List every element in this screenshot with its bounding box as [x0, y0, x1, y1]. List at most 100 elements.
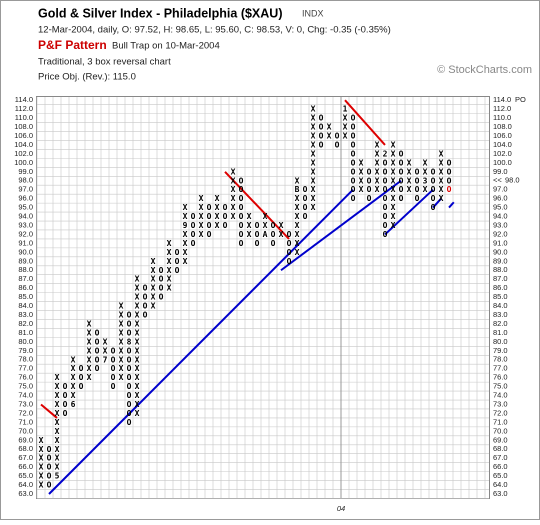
- box: X: [375, 185, 380, 194]
- title: Gold & Silver Index - Philadelphia ($XAU…: [38, 6, 283, 20]
- box: O: [431, 185, 436, 194]
- box: O: [95, 346, 100, 355]
- box: O: [127, 319, 132, 328]
- y-tick-label-right: 64.0: [493, 480, 508, 489]
- box: O: [287, 230, 292, 239]
- y-tick-label-left: 76.0: [18, 373, 33, 382]
- y-tick-label-right: 89.0: [493, 256, 508, 265]
- box: X: [55, 400, 60, 409]
- box: O: [383, 221, 388, 230]
- box: X: [423, 185, 428, 194]
- box: X: [55, 427, 60, 436]
- y-tick-label-left: 106.0: [14, 131, 33, 140]
- y-tick-label-right: 86.0: [493, 283, 508, 292]
- box: O: [127, 311, 132, 320]
- box: O: [175, 257, 180, 266]
- month-marker: 8: [127, 337, 132, 346]
- box: O: [111, 355, 116, 364]
- box: O: [383, 212, 388, 221]
- y-tick-label-left: 95.0: [18, 203, 33, 212]
- box: X: [311, 167, 316, 176]
- box: X: [39, 454, 44, 463]
- box: X: [103, 337, 108, 346]
- y-tick-label-right: 71.0: [493, 417, 508, 426]
- box: O: [127, 373, 132, 382]
- box: X: [311, 194, 316, 203]
- box: X: [311, 140, 316, 149]
- trendline: [448, 201, 455, 209]
- box: X: [311, 105, 316, 114]
- box: X: [39, 481, 44, 490]
- y-tick-label-right: 69.0: [493, 435, 508, 444]
- box: O: [239, 185, 244, 194]
- box: X: [231, 212, 236, 221]
- box: O: [239, 176, 244, 185]
- box: X: [71, 391, 76, 400]
- box: O: [447, 176, 452, 185]
- y-tick-label-left: 75.0: [18, 382, 33, 391]
- box: X: [39, 445, 44, 454]
- box: O: [287, 257, 292, 266]
- box: X: [215, 212, 220, 221]
- box: O: [287, 248, 292, 257]
- box: O: [47, 454, 52, 463]
- box: X: [55, 382, 60, 391]
- trendline: [280, 179, 402, 272]
- box: X: [87, 355, 92, 364]
- box: O: [319, 114, 324, 123]
- box: X: [295, 221, 300, 230]
- box: O: [447, 158, 452, 167]
- y-tick-label-right: 95.0: [493, 203, 508, 212]
- box: O: [271, 239, 276, 248]
- box: X: [167, 248, 172, 257]
- y-tick-label-right: 68.0: [493, 444, 508, 453]
- box: X: [151, 266, 156, 275]
- box: X: [279, 230, 284, 239]
- box: X: [311, 203, 316, 212]
- box: X: [295, 230, 300, 239]
- box: X: [119, 328, 124, 337]
- y-tick-label-right: 94.0: [493, 212, 508, 221]
- y-tick-label-right: 77.0: [493, 364, 508, 373]
- box: X: [135, 319, 140, 328]
- box: X: [119, 346, 124, 355]
- box: O: [223, 212, 228, 221]
- box: X: [231, 167, 236, 176]
- box: X: [199, 221, 204, 230]
- y-tick-label-right: 92.0: [493, 229, 508, 238]
- y-tick-label-right: 79.0: [493, 346, 508, 355]
- box: X: [71, 364, 76, 373]
- box: O: [175, 248, 180, 257]
- box: O: [399, 149, 404, 158]
- y-tick-label-right: 72.0: [493, 408, 508, 417]
- y-tick-label-left: 70.0: [18, 426, 33, 435]
- box: O: [303, 203, 308, 212]
- box: O: [383, 203, 388, 212]
- y-tick-label-left: 114.0: [15, 95, 33, 104]
- box: X: [439, 167, 444, 176]
- box: O: [399, 167, 404, 176]
- box: O: [127, 382, 132, 391]
- y-tick-label-left: 69.0: [18, 435, 33, 444]
- y-tick-label-right: 63.0: [493, 489, 508, 498]
- box: O: [351, 149, 356, 158]
- box: X: [87, 337, 92, 346]
- box: X: [423, 158, 428, 167]
- y-tick-label-left: 67.0: [18, 453, 33, 462]
- box: O: [415, 167, 420, 176]
- y-tick-label-left: 89.0: [18, 256, 33, 265]
- box: O: [303, 194, 308, 203]
- y-tick-label-left: 93.0: [18, 220, 33, 229]
- box: X: [327, 132, 332, 141]
- box: O: [239, 203, 244, 212]
- box: O: [319, 132, 324, 141]
